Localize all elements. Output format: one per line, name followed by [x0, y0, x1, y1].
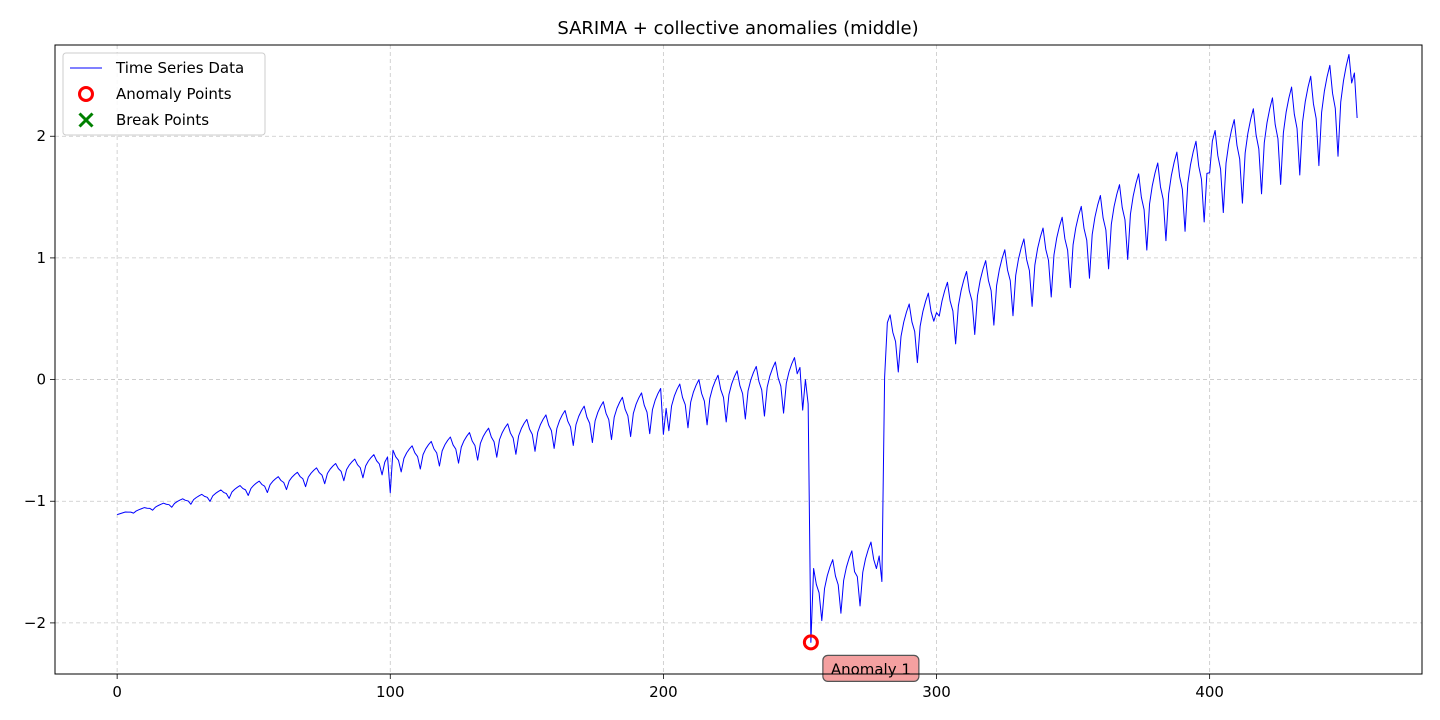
- x-tick-label: 200: [649, 683, 678, 701]
- x-tick-label: 100: [376, 683, 405, 701]
- chart-title: SARIMA + collective anomalies (middle): [557, 18, 918, 39]
- legend-box: [62, 52, 266, 136]
- legend-label: Break Points: [116, 111, 209, 129]
- legend: Time Series Data Anomaly Points Break Poin…: [62, 52, 266, 136]
- series-line-time-series-data: [116, 54, 1358, 643]
- legend-label: Anomaly Points: [116, 85, 232, 103]
- axis-layer: 0 100 200 300 400 −2 −1 0 1 2: [24, 127, 1224, 701]
- legend-label: Time Series Data: [115, 59, 244, 77]
- plot-area-frame: [54, 44, 1423, 675]
- y-tick-label: −2: [24, 614, 46, 632]
- legend-circle-swatch: [78, 86, 94, 102]
- x-tick-label: 0: [112, 683, 122, 701]
- y-tick-label: −1: [24, 492, 46, 510]
- series-layer: [116, 54, 1358, 643]
- anomaly-annotation: Anomaly 1: [822, 654, 920, 682]
- grid-layer: [55, 45, 1422, 674]
- anomaly-point-marker: [802, 634, 819, 651]
- anomaly-annotation-box: [822, 654, 920, 682]
- legend-x-stroke: [78, 112, 94, 128]
- x-tick-label: 300: [922, 683, 951, 701]
- y-tick-label: 0: [36, 371, 46, 389]
- y-tick-label: 2: [36, 127, 46, 145]
- x-tick-label: 400: [1195, 683, 1224, 701]
- legend-x-swatch: [78, 112, 94, 128]
- y-tick-label: 1: [36, 249, 46, 267]
- anomaly-annotation-label: Anomaly 1: [831, 660, 911, 678]
- anomaly-layer: Anomaly 1: [802, 634, 920, 682]
